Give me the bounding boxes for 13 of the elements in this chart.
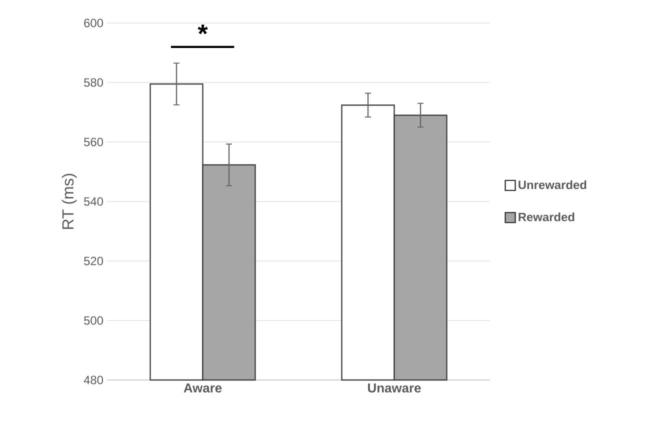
legend-label: Unrewarded <box>518 180 586 190</box>
y-tick-label: 600 <box>84 18 104 28</box>
y-tick-label: 520 <box>84 256 104 266</box>
y-tick-label: 580 <box>84 78 104 87</box>
y-axis-title: RT (ms) <box>62 174 77 229</box>
x-tick-label: Unaware <box>368 384 421 393</box>
y-tick-label: 560 <box>84 138 104 146</box>
y-tick-label: 500 <box>84 316 104 325</box>
y-tick-label: 480 <box>84 376 104 384</box>
legend-label: Rewarded <box>518 212 574 222</box>
y-tick-label: 540 <box>84 197 104 206</box>
x-tick-label: Aware <box>184 384 222 393</box>
annotation: * <box>198 24 208 34</box>
